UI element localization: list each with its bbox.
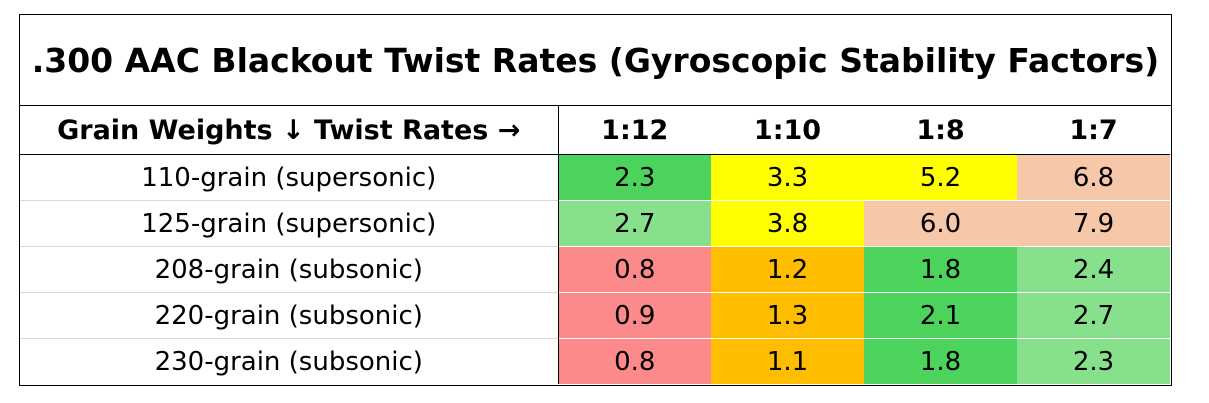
stability-table: Grain Weights ↓ Twist Rates → 1:12 1:10 … — [20, 106, 1170, 384]
column-header-1-8: 1:8 — [864, 106, 1017, 155]
table-title: .300 AAC Blackout Twist Rates (Gyroscopi… — [20, 15, 1171, 106]
value-cell: 1.2 — [711, 246, 864, 293]
value-cell: 1.3 — [711, 292, 864, 339]
value-cell: 7.9 — [1017, 200, 1170, 247]
row-label: 230-grain (subsonic) — [20, 338, 559, 384]
column-header-1-12: 1:12 — [558, 106, 711, 155]
header-row: Grain Weights ↓ Twist Rates → 1:12 1:10 … — [20, 106, 1170, 155]
column-header-1-7: 1:7 — [1017, 106, 1170, 155]
value-cell: 2.4 — [1017, 246, 1170, 293]
row-label: 110-grain (supersonic) — [20, 154, 559, 201]
value-cell: 2.7 — [558, 200, 711, 247]
value-cell: 6.0 — [864, 200, 1017, 247]
value-cell: 5.2 — [864, 154, 1017, 201]
value-cell: 2.3 — [558, 154, 711, 201]
table-row: 125-grain (supersonic) 2.7 3.8 6.0 7.9 — [20, 200, 1170, 247]
value-cell: 3.3 — [711, 154, 864, 201]
corner-header: Grain Weights ↓ Twist Rates → — [20, 106, 559, 155]
value-cell: 1.1 — [711, 338, 864, 384]
value-cell: 3.8 — [711, 200, 864, 247]
row-label: 220-grain (subsonic) — [20, 292, 559, 339]
row-label: 125-grain (supersonic) — [20, 200, 559, 247]
table-row: 230-grain (subsonic) 0.8 1.1 1.8 2.3 — [20, 338, 1170, 384]
table-row: 220-grain (subsonic) 0.9 1.3 2.1 2.7 — [20, 292, 1170, 339]
table-row: 110-grain (supersonic) 2.3 3.3 5.2 6.8 — [20, 154, 1170, 201]
value-cell: 0.8 — [558, 246, 711, 293]
stability-table-frame: .300 AAC Blackout Twist Rates (Gyroscopi… — [19, 14, 1172, 386]
value-cell: 2.1 — [864, 292, 1017, 339]
row-label: 208-grain (subsonic) — [20, 246, 559, 293]
value-cell: 1.8 — [864, 338, 1017, 384]
value-cell: 2.7 — [1017, 292, 1170, 339]
value-cell: 1.8 — [864, 246, 1017, 293]
value-cell: 6.8 — [1017, 154, 1170, 201]
value-cell: 0.8 — [558, 338, 711, 384]
table-row: 208-grain (subsonic) 0.8 1.2 1.8 2.4 — [20, 246, 1170, 293]
column-header-1-10: 1:10 — [711, 106, 864, 155]
value-cell: 0.9 — [558, 292, 711, 339]
value-cell: 2.3 — [1017, 338, 1170, 384]
